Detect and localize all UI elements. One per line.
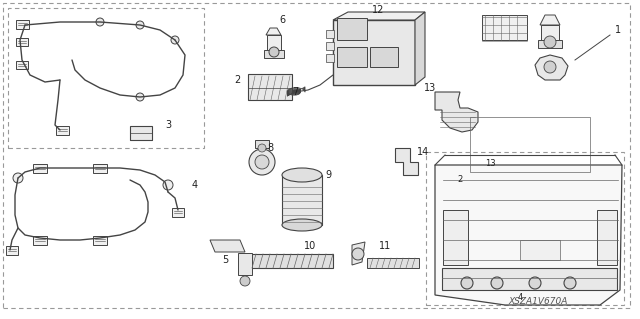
Bar	[442, 268, 617, 290]
Text: 8: 8	[267, 143, 273, 153]
Bar	[248, 74, 292, 100]
Bar	[255, 140, 269, 148]
Text: 4: 4	[517, 293, 523, 301]
Circle shape	[269, 47, 279, 57]
Circle shape	[258, 144, 266, 152]
Bar	[248, 254, 333, 268]
Circle shape	[529, 277, 541, 289]
Polygon shape	[395, 148, 418, 175]
Bar	[238, 253, 252, 275]
Bar	[426, 152, 624, 305]
Circle shape	[240, 276, 250, 286]
Text: 2: 2	[458, 175, 463, 184]
Bar	[33, 164, 47, 173]
Bar	[33, 235, 47, 244]
Bar	[130, 126, 152, 140]
Bar	[482, 15, 527, 40]
Bar	[367, 258, 419, 268]
Circle shape	[171, 36, 179, 44]
Polygon shape	[435, 165, 622, 305]
Text: 1: 1	[615, 25, 621, 35]
Text: 13: 13	[484, 159, 495, 167]
Bar	[172, 207, 184, 217]
Text: 9: 9	[325, 170, 331, 180]
Polygon shape	[535, 55, 568, 80]
Bar	[337, 18, 367, 40]
Bar	[93, 164, 107, 173]
Circle shape	[96, 18, 104, 26]
Polygon shape	[415, 12, 425, 85]
Circle shape	[544, 36, 556, 48]
Bar	[326, 42, 334, 50]
Polygon shape	[210, 240, 245, 252]
Polygon shape	[435, 92, 478, 132]
Text: 3: 3	[165, 120, 171, 130]
Bar	[56, 125, 68, 135]
Polygon shape	[540, 15, 560, 25]
Circle shape	[255, 155, 269, 169]
Circle shape	[163, 180, 173, 190]
Circle shape	[461, 277, 473, 289]
Bar	[8, 8, 204, 148]
Text: 4: 4	[192, 180, 198, 190]
Bar	[16, 61, 28, 69]
Bar	[538, 40, 562, 48]
Circle shape	[564, 277, 576, 289]
Bar	[264, 50, 284, 58]
Bar	[370, 47, 398, 67]
Bar	[597, 210, 617, 265]
Text: 14: 14	[417, 147, 429, 157]
Ellipse shape	[282, 168, 322, 182]
Bar	[15, 19, 29, 28]
Bar	[93, 235, 107, 244]
Text: 2: 2	[234, 75, 240, 85]
Bar	[326, 30, 334, 38]
Polygon shape	[352, 242, 365, 265]
Polygon shape	[266, 28, 281, 35]
Bar	[16, 38, 28, 46]
Polygon shape	[333, 12, 425, 20]
Text: 5: 5	[222, 255, 228, 265]
Circle shape	[352, 248, 364, 260]
Bar	[333, 20, 415, 85]
Text: 12: 12	[372, 5, 384, 15]
Text: XSZA1V670A: XSZA1V670A	[508, 298, 568, 307]
Circle shape	[249, 149, 275, 175]
Circle shape	[136, 21, 144, 29]
Bar	[6, 246, 18, 255]
Text: 13: 13	[424, 83, 436, 93]
Text: 11: 11	[379, 241, 391, 251]
Text: 6: 6	[279, 15, 285, 25]
Bar	[326, 54, 334, 62]
Bar	[282, 175, 322, 225]
Ellipse shape	[282, 219, 322, 231]
Circle shape	[491, 277, 503, 289]
Circle shape	[136, 93, 144, 101]
Bar	[267, 35, 281, 52]
Bar	[541, 25, 559, 42]
Bar	[470, 117, 590, 172]
Bar	[337, 47, 367, 67]
Text: 7: 7	[292, 87, 298, 97]
Bar	[443, 210, 468, 265]
Bar	[520, 240, 560, 260]
Circle shape	[13, 173, 23, 183]
Text: 10: 10	[304, 241, 316, 251]
Circle shape	[544, 61, 556, 73]
